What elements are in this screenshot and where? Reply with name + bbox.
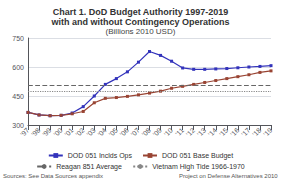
svg-text:'06: '06	[118, 126, 129, 137]
svg-text:'15: '15	[218, 126, 229, 137]
svg-text:'16: '16	[229, 126, 240, 137]
svg-text:with and without Contingency O: with and without Contingency Operations	[51, 17, 230, 27]
svg-text:600: 600	[12, 64, 24, 71]
svg-text:'97: '97	[19, 126, 30, 137]
svg-text:'09: '09	[152, 126, 163, 137]
svg-text:'05: '05	[107, 126, 118, 137]
svg-text:'04: '04	[96, 126, 107, 137]
svg-text:Vietnam High Tide 1966-1970: Vietnam High Tide 1966-1970	[152, 163, 245, 171]
svg-text:'11: '11	[174, 126, 185, 137]
svg-text:Project on Defense Alternative: Project on Defense Alternatives 2010	[179, 173, 278, 179]
svg-text:'13: '13	[196, 126, 207, 137]
svg-text:'99: '99	[41, 126, 52, 137]
svg-text:'08: '08	[141, 126, 152, 137]
svg-text:'12: '12	[185, 126, 196, 137]
svg-text:Sources: See Data Sources appe: Sources: See Data Sources appendix	[3, 173, 103, 179]
svg-text:'07: '07	[130, 126, 141, 137]
svg-text:'18: '18	[251, 126, 262, 137]
svg-text:'00: '00	[52, 126, 63, 137]
svg-text:'98: '98	[30, 126, 41, 137]
svg-text:300: 300	[12, 122, 24, 129]
svg-text:'10: '10	[163, 126, 174, 137]
svg-text:750: 750	[12, 35, 24, 42]
svg-text:DOD 051 Inclds Ops: DOD 051 Inclds Ops	[68, 152, 133, 160]
svg-text:'17: '17	[240, 126, 251, 137]
svg-text:450: 450	[12, 93, 24, 100]
svg-text:'14: '14	[207, 126, 218, 137]
svg-text:(Billions 2010 USD): (Billions 2010 USD)	[106, 27, 176, 36]
svg-text:'02: '02	[74, 126, 85, 137]
svg-text:Chart 1. DoD Budget Authority: Chart 1. DoD Budget Authority 1997-2019	[53, 7, 229, 17]
svg-text:Reagan 851 Average: Reagan 851 Average	[56, 163, 122, 171]
svg-text:'01: '01	[63, 126, 74, 137]
svg-text:'03: '03	[85, 126, 96, 137]
svg-text:DOD 051 Base Budget: DOD 051 Base Budget	[162, 152, 233, 160]
svg-text:'19: '19	[262, 126, 273, 137]
